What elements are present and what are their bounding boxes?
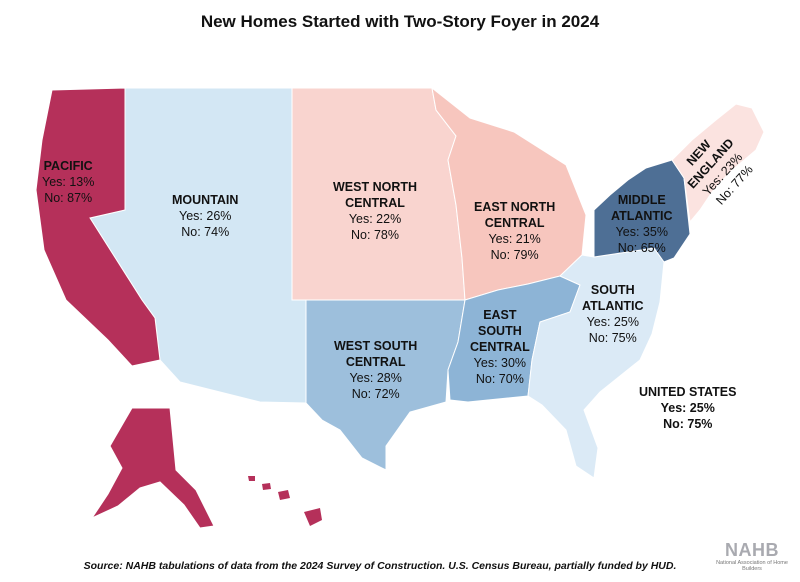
- map-title: New Homes Started with Two-Story Foyer i…: [200, 12, 600, 31]
- region-name: PACIFIC: [43, 159, 93, 173]
- no-value: No: 75%: [588, 331, 637, 345]
- region-middle-atlantic: [593, 159, 691, 263]
- yes-value: Yes: 25%: [586, 315, 639, 329]
- source-note: Source: NAHB tabulations of data from th…: [83, 560, 677, 572]
- yes-value: Yes: 22%: [348, 212, 402, 226]
- yes-value: Yes: 30%: [473, 356, 527, 370]
- region-name: SOUTH: [477, 324, 522, 338]
- yes-value: Yes: 21%: [488, 232, 541, 246]
- label-east-south-central: EAST SOUTH CENTRAL Yes: 30% No: 70%: [470, 307, 530, 387]
- region-name: CENTRAL: [470, 340, 530, 354]
- region-name: CENTRAL: [345, 355, 406, 369]
- region-name: SOUTH: [590, 283, 635, 297]
- label-east-north-central: EAST NORTH CENTRAL Yes: 21% No: 79%: [474, 199, 555, 263]
- no-value: No: 70%: [475, 372, 524, 386]
- yes-value: Yes: 35%: [615, 225, 668, 239]
- region-name: EAST NORTH: [474, 200, 556, 214]
- yes-value: Yes: 26%: [179, 209, 232, 223]
- nahb-logo: NAHB National Association of Home Builde…: [716, 540, 788, 572]
- no-value: No: 72%: [351, 387, 400, 401]
- label-mountain: MOUNTAIN Yes: 26% No: 74%: [172, 192, 238, 240]
- region-name: CENTRAL: [345, 196, 405, 210]
- label-pacific: PACIFIC Yes: 13% No: 87%: [42, 158, 94, 206]
- label-south-atlantic: SOUTH ATLANTIC Yes: 25% No: 75%: [582, 282, 644, 346]
- label-united-states: UNITED STATES Yes: 25% No: 75%: [639, 384, 736, 432]
- region-name: WEST SOUTH: [334, 339, 418, 353]
- region-name: CENTRAL: [484, 216, 545, 230]
- no-value: No: 65%: [617, 241, 666, 255]
- region-name: EAST: [483, 308, 517, 322]
- no-value: No: 74%: [181, 225, 230, 239]
- region-pacific-hawaii: [248, 476, 322, 526]
- region-name: MIDDLE: [617, 193, 666, 207]
- yes-value: Yes: 28%: [349, 371, 402, 385]
- region-name: MOUNTAIN: [172, 193, 239, 207]
- no-value: No: 87%: [44, 191, 93, 205]
- region-name: ATLANTIC: [582, 299, 644, 313]
- us-total-name: UNITED STATES: [639, 385, 737, 399]
- us-total-no: No: 75%: [663, 417, 713, 431]
- region-new-england: [671, 103, 765, 224]
- region-name: ATLANTIC: [611, 209, 673, 223]
- label-west-north-central: WEST NORTH CENTRAL Yes: 22% No: 78%: [333, 179, 417, 243]
- us-total-yes: Yes: 25%: [660, 401, 715, 415]
- no-value: No: 79%: [490, 248, 539, 262]
- no-value: No: 78%: [351, 228, 399, 242]
- region-name: WEST NORTH: [333, 180, 418, 194]
- yes-value: Yes: 13%: [42, 175, 95, 189]
- region-pacific-alaska: [90, 407, 215, 529]
- region-pacific: [35, 87, 161, 367]
- label-middle-atlantic: MIDDLE ATLANTIC Yes: 35% No: 65%: [611, 192, 673, 256]
- logo-subtext: National Association of Home Builders: [716, 560, 788, 572]
- logo-text: NAHB: [725, 540, 779, 560]
- label-west-south-central: WEST SOUTH CENTRAL Yes: 28% No: 72%: [334, 338, 417, 402]
